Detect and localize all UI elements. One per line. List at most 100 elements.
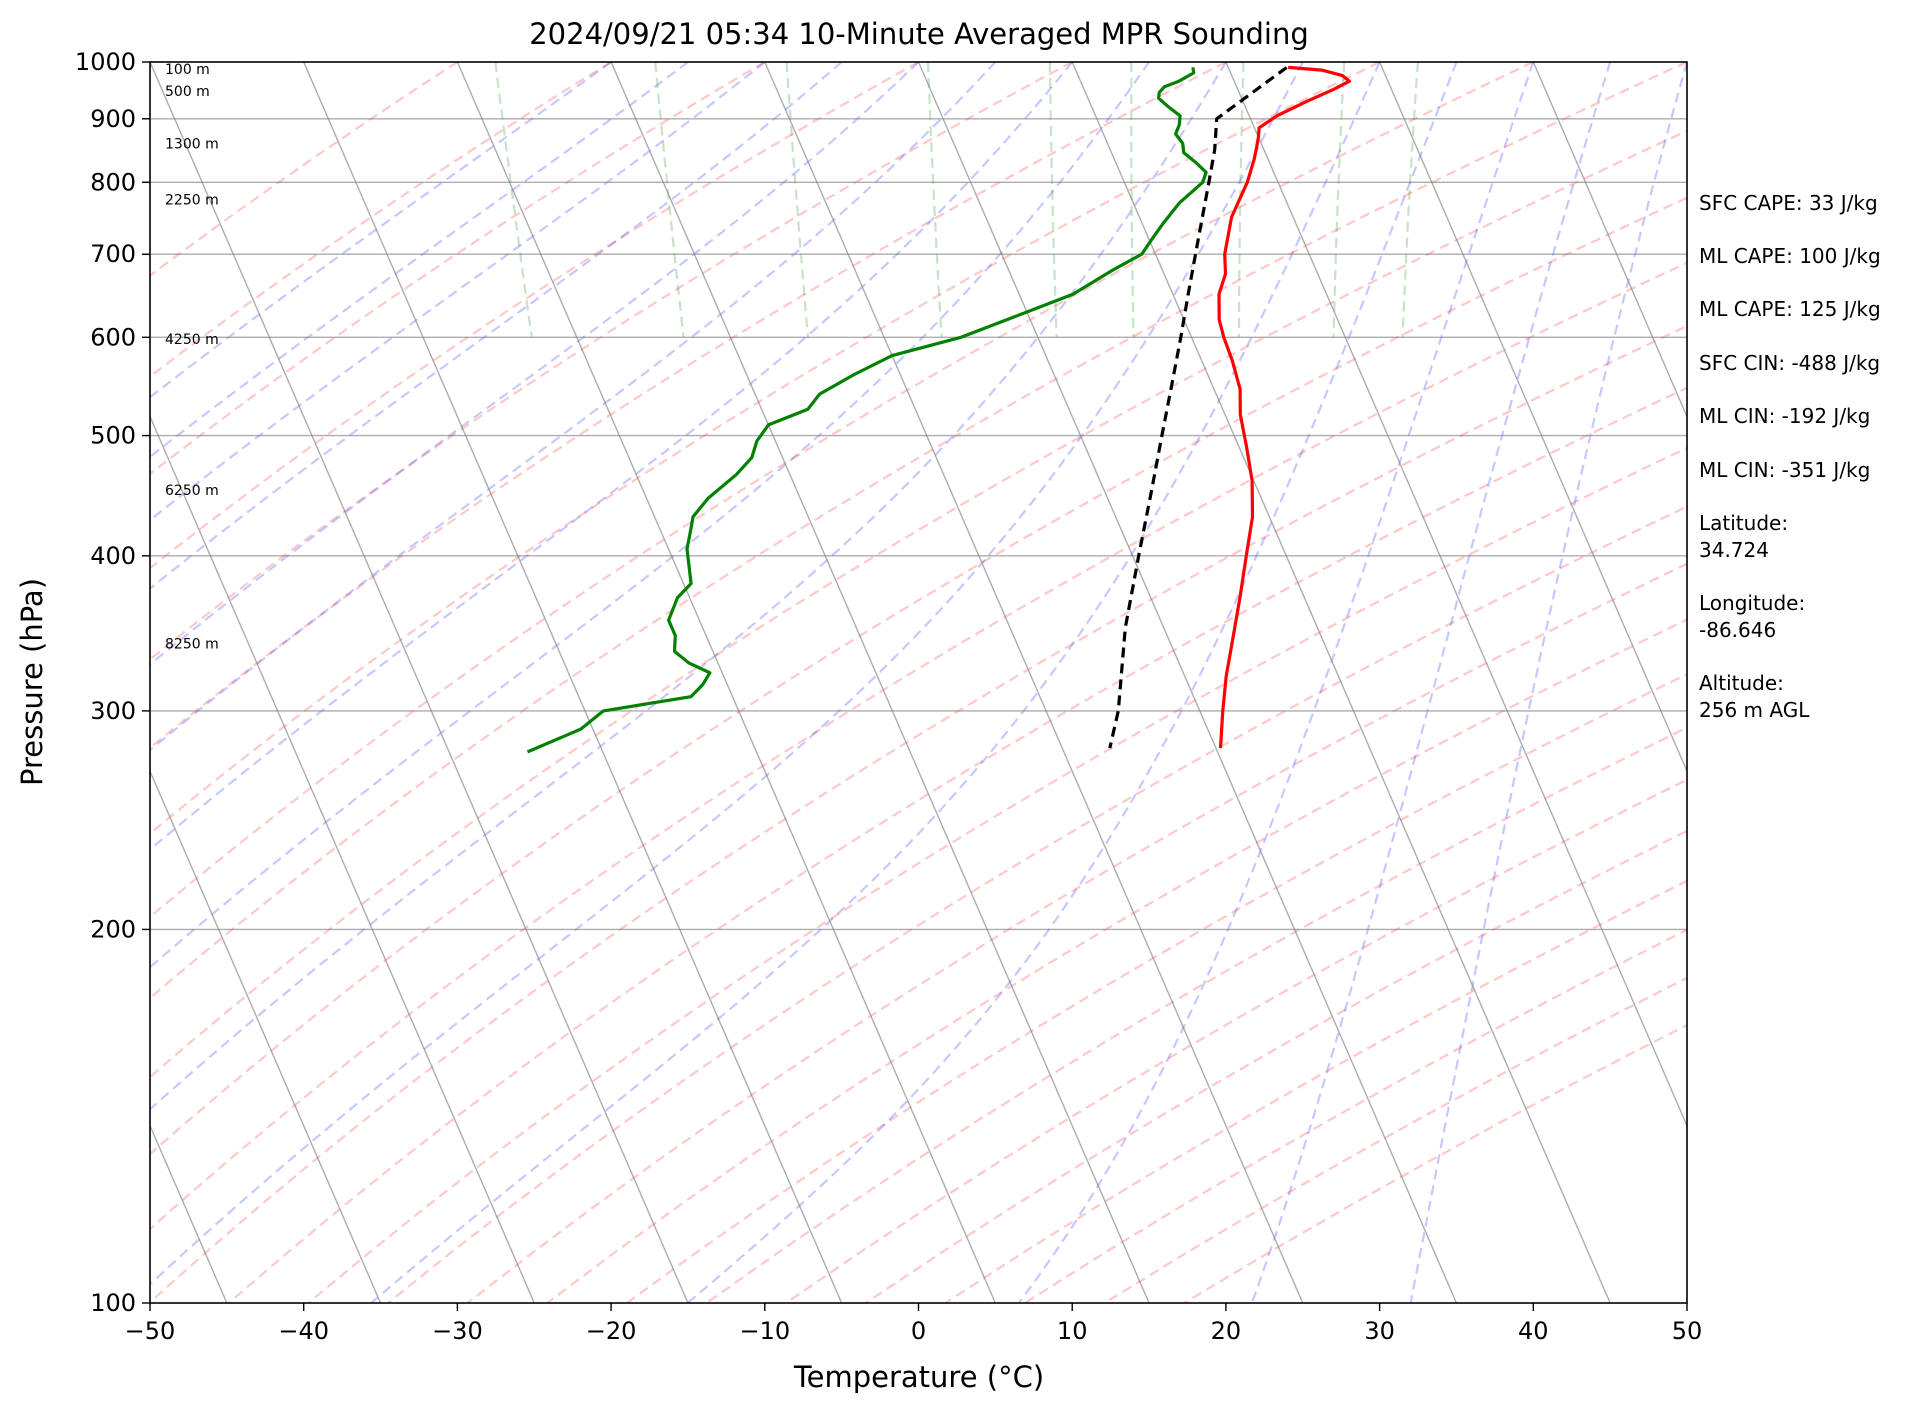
altitude-label: 4250 m <box>165 332 219 348</box>
x-tick-label: −30 <box>432 1317 483 1345</box>
info-panel: SFC CAPE: 33 J/kg ML CAPE: 100 J/kg ML C… <box>1699 191 1881 722</box>
y-tick-label: 400 <box>90 542 136 570</box>
dry-adiabat-line <box>150 62 458 277</box>
mixing-ratio-line <box>1048 62 1058 338</box>
x-tick-label: 0 <box>911 1317 926 1345</box>
isotherm-line <box>610 62 1150 1303</box>
dry-adiabat-line <box>626 672 1687 1303</box>
moist-adiabat-line <box>150 62 612 399</box>
isotherm-line <box>150 414 535 1303</box>
isotherms <box>150 62 1687 1303</box>
mixing-ratio-line <box>785 62 810 338</box>
dry-adiabats <box>150 62 1687 1303</box>
x-tick-label: −50 <box>125 1317 176 1345</box>
latitude-label: Latitude: <box>1699 511 1788 535</box>
isotherm-line <box>764 62 1304 1303</box>
altitude-label: 500 m <box>165 84 210 100</box>
dry-adiabat-line <box>705 726 1687 1303</box>
moist-adiabat-line <box>150 62 1227 1111</box>
dry-adiabat-line <box>546 618 1687 1303</box>
parcel-path-profile <box>1108 66 1288 749</box>
isotherm-line <box>150 769 382 1303</box>
isotherm-line <box>1532 62 1687 419</box>
y-tick-label: 300 <box>90 697 136 725</box>
sfc-cin-text: SFC CIN: -488 J/kg <box>1699 351 1880 375</box>
longitude-label: Longitude: <box>1699 591 1805 615</box>
y-tick-label: 800 <box>90 168 136 196</box>
longitude-value: -86.646 <box>1699 618 1776 642</box>
ml-cin-text-1: ML CIN: -192 J/kg <box>1699 404 1870 428</box>
dry-adiabat-line <box>150 62 1534 919</box>
moist-adiabat-line <box>686 62 1458 1303</box>
y-axis-label: Pressure (hPa) <box>15 578 49 786</box>
altitude-labels: 100 m 500 m 1300 m 2250 m 4250 m 6250 m 8250 m <box>165 62 219 652</box>
altitude-label: 1300 m <box>165 136 219 152</box>
dry-adiabat-line <box>387 505 1687 1303</box>
dry-adiabat-line <box>150 62 1073 661</box>
moist-adiabat-line <box>1250 62 1612 1303</box>
isotherm-line <box>303 62 843 1303</box>
altitude-label: 100 m <box>165 62 210 78</box>
dry-adiabat-line <box>150 324 1687 1303</box>
altitude-label: 8250 m <box>165 636 219 652</box>
y-tick-label: 1000 <box>75 48 136 76</box>
dry-adiabat-line <box>150 196 1687 1156</box>
altitude-label: Altitude: <box>1699 671 1784 695</box>
isotherm-line <box>150 62 689 1303</box>
x-tick-label: −20 <box>586 1317 637 1345</box>
x-axis-label: Temperature (°C) <box>793 1360 1044 1394</box>
moist-adiabat-line <box>150 62 1074 851</box>
x-tick-label: 10 <box>1057 1317 1088 1345</box>
moist-adiabat-line <box>150 62 843 590</box>
moist-adiabat-line <box>150 62 920 666</box>
y-tick-label: 200 <box>90 915 136 943</box>
dry-adiabat-line <box>150 62 612 378</box>
ml-cin-text-2: ML CIN: -351 J/kg <box>1699 458 1870 482</box>
x-tick-label: 20 <box>1211 1317 1242 1345</box>
reference-lines <box>150 62 1687 1303</box>
dry-adiabat-line <box>150 129 1687 1079</box>
sounding-profiles <box>526 65 1352 754</box>
moist-adiabat-line <box>150 62 689 459</box>
dewpoint-profile <box>526 67 1208 754</box>
isotherm-line <box>1378 62 1687 773</box>
mixing-ratio-line <box>654 62 685 338</box>
moist-adiabat-line <box>150 62 1304 1286</box>
altitude-label: 6250 m <box>165 483 219 499</box>
altitude-value: 256 m AGL <box>1699 698 1810 722</box>
y-tick-label: 500 <box>90 422 136 450</box>
isotherm-line <box>1071 62 1611 1303</box>
moist-adiabat-line <box>150 62 1150 969</box>
y-tick-label: 900 <box>90 105 136 133</box>
dry-adiabat-line <box>467 562 1687 1303</box>
x-tick-label: 40 <box>1518 1317 1549 1345</box>
moist-adiabat-line <box>1018 62 1535 1303</box>
dry-adiabat-line <box>150 261 1687 1231</box>
x-tick-label: −40 <box>278 1317 329 1345</box>
x-tick-label: 50 <box>1672 1317 1703 1345</box>
moist-adiabats <box>150 62 1687 1303</box>
x-tick-label: 30 <box>1364 1317 1395 1345</box>
altitude-label: 2250 m <box>165 192 219 208</box>
moist-adiabat-line <box>150 62 997 752</box>
isotherm-line <box>1225 62 1687 1128</box>
dry-adiabat-line <box>150 62 1227 750</box>
x-tick-label: −10 <box>739 1317 790 1345</box>
moist-adiabat-line <box>1409 62 1687 1303</box>
x-axis-ticks: −50 −40 −30 −20 −10 0 10 20 30 40 50 <box>125 1303 1703 1345</box>
ml-cape-text-2: ML CAPE: 125 J/kg <box>1699 297 1881 321</box>
isotherm-line <box>917 62 1458 1303</box>
chart-title: 2024/09/21 05:34 10-Minute Averaged MPR … <box>529 17 1309 51</box>
temperature-profile <box>1217 65 1352 749</box>
dry-adiabat-line <box>228 386 1687 1303</box>
mixing-ratio-line <box>1401 62 1419 338</box>
dry-adiabat-line <box>150 62 920 570</box>
latitude-value: 34.724 <box>1699 538 1769 562</box>
y-axis-ticks: 1000 900 800 700 600 500 400 300 200 100 <box>75 48 150 1317</box>
y-tick-label: 700 <box>90 240 136 268</box>
plot-frame <box>149 61 1688 1304</box>
isotherm-line <box>456 62 996 1303</box>
ml-cape-text-1: ML CAPE: 100 J/kg <box>1699 244 1881 268</box>
isobar-gridlines <box>150 118 1687 931</box>
